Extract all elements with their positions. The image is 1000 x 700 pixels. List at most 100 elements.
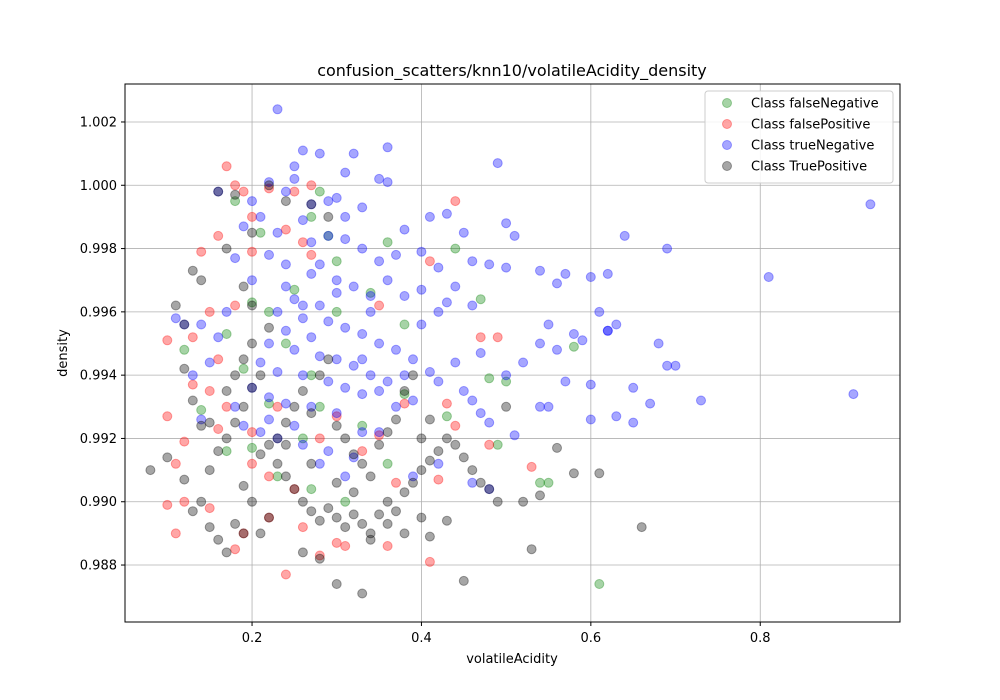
data-point <box>585 379 596 390</box>
data-point <box>272 227 283 238</box>
data-point <box>306 484 317 495</box>
legend-marker <box>722 119 732 129</box>
data-point <box>484 373 495 384</box>
data-point <box>306 249 317 260</box>
data-point <box>501 218 512 229</box>
data-point <box>433 262 444 273</box>
data-point <box>314 370 325 381</box>
data-point <box>323 376 334 387</box>
data-point <box>238 354 249 365</box>
y-tick-label: 0.996 <box>80 305 117 320</box>
y-axis-ticks: 0.988 0.990 0.992 0.994 0.996 0.998 1.000 1.002 <box>80 115 125 574</box>
data-point <box>331 408 342 419</box>
data-point <box>424 256 435 267</box>
data-point <box>247 338 257 349</box>
data-point <box>357 420 368 431</box>
data-point <box>374 439 385 450</box>
data-point <box>399 291 410 301</box>
data-point <box>552 278 562 289</box>
data-point <box>221 161 232 172</box>
data-point <box>467 465 478 476</box>
data-point <box>382 237 393 248</box>
data-point <box>331 579 342 589</box>
data-point <box>374 386 385 396</box>
data-point <box>374 427 385 438</box>
data-point <box>213 230 224 241</box>
data-point <box>365 291 376 301</box>
data-point <box>357 446 368 457</box>
data-point <box>348 487 359 498</box>
y-tick-label: 0.994 <box>80 369 117 384</box>
data-point <box>213 186 224 197</box>
legend: Class falseNegative Class falsePositive Cl… <box>704 90 894 184</box>
y-axis-label: density <box>56 329 71 377</box>
data-point <box>611 411 622 422</box>
data-point <box>408 395 418 406</box>
data-points <box>145 104 876 599</box>
data-point <box>424 414 435 425</box>
data-point <box>297 496 308 507</box>
data-point <box>467 477 478 488</box>
data-point <box>323 446 334 457</box>
data-point <box>340 471 351 482</box>
data-point <box>323 230 334 241</box>
data-point <box>331 537 342 548</box>
data-point <box>204 417 215 428</box>
data-point <box>602 325 613 336</box>
data-point <box>247 458 257 469</box>
data-point <box>247 227 257 238</box>
data-point <box>416 512 427 523</box>
data-point <box>323 211 334 222</box>
legend-label: Class TruePositive <box>751 160 867 175</box>
data-point <box>458 227 469 238</box>
data-point <box>179 319 190 330</box>
data-point <box>196 405 207 415</box>
data-point <box>348 360 359 371</box>
data-point <box>484 417 495 428</box>
data-point <box>264 439 274 450</box>
data-point <box>467 395 478 406</box>
data-point <box>670 360 681 371</box>
data-point <box>348 452 359 463</box>
data-point <box>568 468 579 479</box>
data-point <box>433 306 444 317</box>
series-3 <box>145 180 647 599</box>
data-point <box>264 177 274 188</box>
data-point <box>552 344 562 355</box>
data-point <box>340 382 351 393</box>
data-point <box>357 243 368 254</box>
data-point <box>314 553 325 564</box>
data-point <box>535 338 545 349</box>
data-point <box>297 370 308 381</box>
data-point <box>374 256 385 267</box>
data-point <box>272 433 283 444</box>
data-point <box>450 196 461 207</box>
x-tick-label: 0.6 <box>581 631 602 646</box>
data-point <box>306 370 317 381</box>
data-point <box>357 458 368 469</box>
data-point <box>509 430 520 441</box>
x-axis-ticks: 0.2 0.4 0.6 0.8 <box>242 622 771 646</box>
data-point <box>213 424 224 434</box>
data-point <box>492 439 503 450</box>
data-point <box>221 306 232 317</box>
data-point <box>323 230 334 241</box>
data-point <box>577 335 588 346</box>
y-tick-label: 1.002 <box>80 115 117 130</box>
data-point <box>179 436 190 447</box>
data-point <box>662 243 673 254</box>
data-point <box>391 414 401 425</box>
data-point <box>458 575 469 586</box>
data-point <box>382 518 393 529</box>
x-axis-label: volatileAcidity <box>466 652 558 667</box>
data-point <box>306 408 317 419</box>
data-point <box>391 249 401 260</box>
data-point <box>247 427 257 438</box>
data-point <box>179 319 190 330</box>
data-point <box>196 275 207 286</box>
data-point <box>196 414 207 425</box>
data-point <box>475 477 486 488</box>
data-point <box>204 465 215 476</box>
data-point <box>518 357 529 368</box>
data-point <box>196 496 207 507</box>
